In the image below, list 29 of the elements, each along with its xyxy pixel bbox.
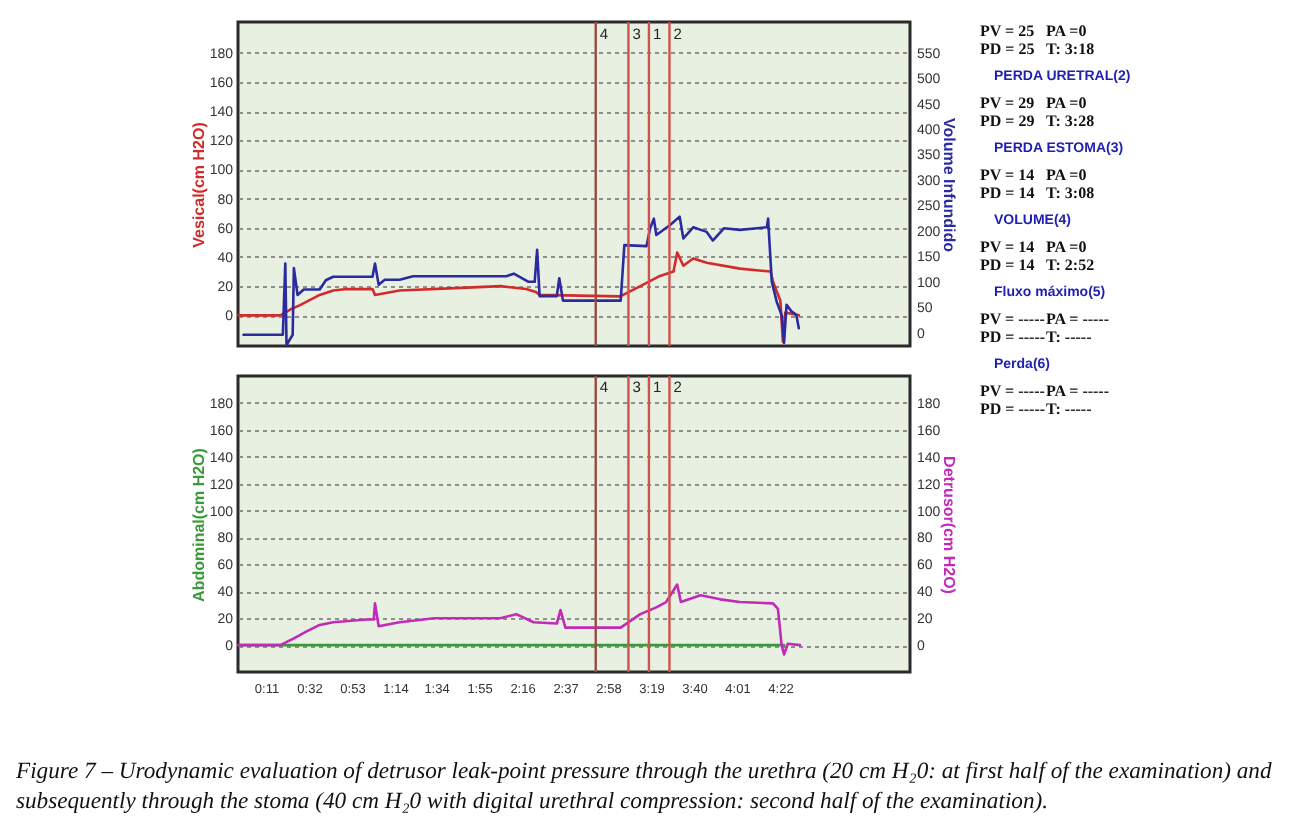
y2-axis-title: Volume Infundido [940, 118, 959, 253]
text: PV = 14 [980, 166, 1035, 184]
y-axis-title: Vesical(cm H2O) [189, 121, 208, 248]
text: PV = ----- [980, 310, 1046, 328]
text: PA =0 [1046, 94, 1087, 112]
caption: Figure 7 – Urodynamic evaluation of detrusor leak-point pressure through the urethra (20 cm H₂0: at first half of the examination) and subsequently through the stoma (40 cm H₂0 with digital urethral compression: second half of the examination). [14, 758, 1272, 814]
text: PD = ----- [980, 328, 1046, 346]
text: T: ----- [1046, 400, 1093, 418]
text: PA =0 [1046, 166, 1087, 184]
text: PD = 29 [980, 112, 1035, 130]
text: T: ----- [1046, 328, 1093, 346]
text: PD = 14 [980, 256, 1035, 274]
y-axis-title: Abdominal(cm H2O) [189, 447, 208, 602]
text: PD = 14 [980, 184, 1035, 202]
text: PV = 25 [980, 22, 1035, 40]
text: PA =0 [1046, 238, 1087, 256]
text: PA =0 [1046, 22, 1087, 40]
text: T: 2:52 [1046, 256, 1095, 274]
text: PV = 14 [980, 238, 1035, 256]
text: PD = ----- [980, 400, 1046, 418]
text: PV = 29 [980, 94, 1035, 112]
text: PA = ----- [1046, 382, 1110, 400]
text: T: 3:08 [1046, 184, 1095, 202]
text: T: 3:28 [1046, 112, 1095, 130]
text: PA = ----- [1046, 310, 1110, 328]
text: PD = 25 [980, 40, 1035, 58]
y2-axis-title: Detrusor(cm H2O) [940, 456, 959, 595]
text: PV = ----- [980, 382, 1046, 400]
text: T: 3:18 [1046, 40, 1095, 58]
